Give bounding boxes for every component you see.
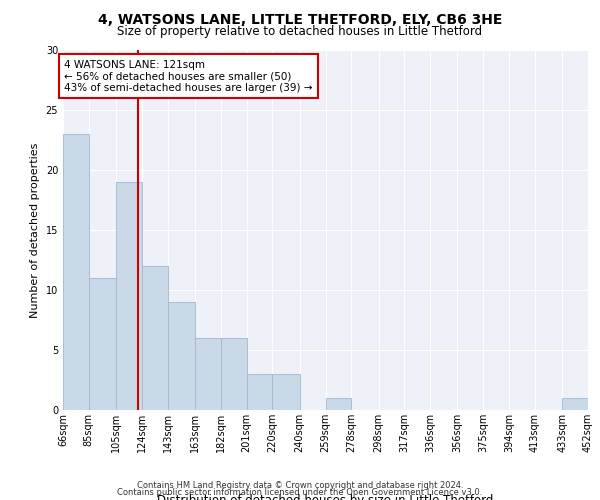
Bar [562, 398, 588, 410]
Bar [325, 398, 352, 410]
Text: 4 WATSONS LANE: 121sqm
← 56% of detached houses are smaller (50)
43% of semi-det: 4 WATSONS LANE: 121sqm ← 56% of detached… [64, 60, 313, 93]
Bar [63, 134, 89, 410]
Bar [195, 338, 221, 410]
Bar [116, 182, 142, 410]
Bar [168, 302, 195, 410]
Bar [247, 374, 272, 410]
Bar [221, 338, 247, 410]
X-axis label: Distribution of detached houses by size in Little Thetford: Distribution of detached houses by size … [157, 494, 494, 500]
Text: Size of property relative to detached houses in Little Thetford: Size of property relative to detached ho… [118, 25, 482, 38]
Text: 4, WATSONS LANE, LITTLE THETFORD, ELY, CB6 3HE: 4, WATSONS LANE, LITTLE THETFORD, ELY, C… [98, 12, 502, 26]
Text: Contains public sector information licensed under the Open Government Licence v3: Contains public sector information licen… [118, 488, 482, 497]
Text: Contains HM Land Registry data © Crown copyright and database right 2024.: Contains HM Land Registry data © Crown c… [137, 481, 463, 490]
Bar [142, 266, 168, 410]
Bar [272, 374, 299, 410]
Bar [89, 278, 116, 410]
Y-axis label: Number of detached properties: Number of detached properties [30, 142, 40, 318]
